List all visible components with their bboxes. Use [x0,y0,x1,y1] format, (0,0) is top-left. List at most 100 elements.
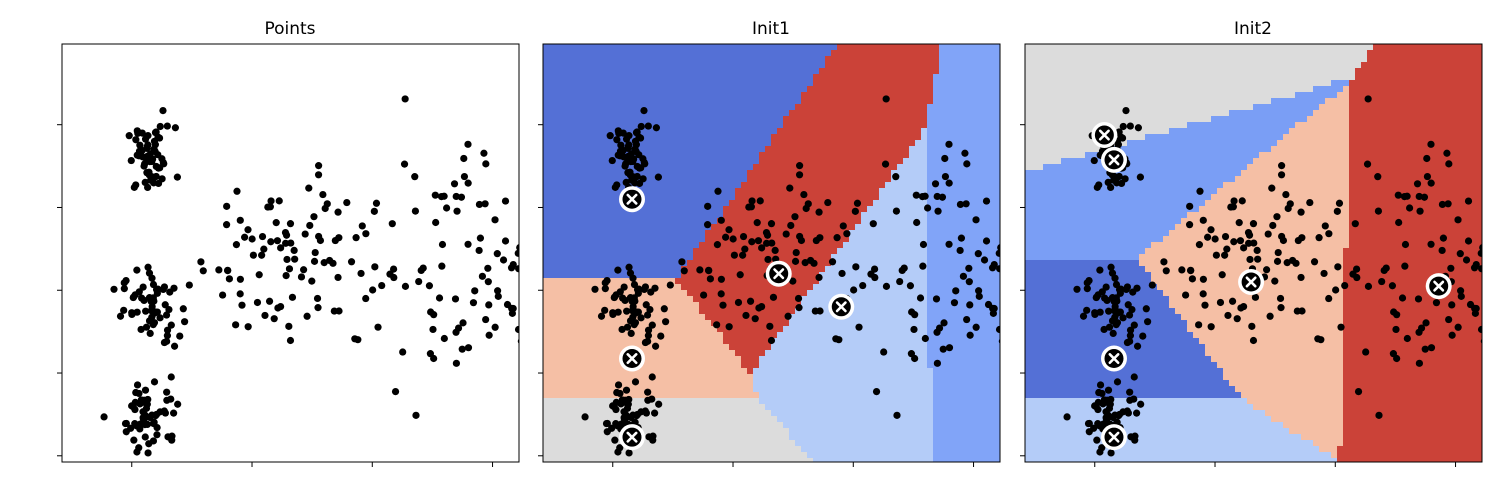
region-cell [795,386,802,393]
region-cell [675,284,682,291]
region-cell [567,380,574,387]
region-cell [873,428,880,435]
region-cell [813,422,820,429]
region-cell [717,140,724,147]
region-cell [633,212,640,219]
region-cell [783,296,790,303]
region-cell [735,368,742,375]
region-cell [891,110,898,117]
region-cell [783,344,790,351]
region-cell [837,68,844,75]
region-cell [801,254,808,261]
region-cell [705,398,712,405]
region-cell [903,56,910,63]
region-cell [651,110,658,117]
region-cell [849,68,856,75]
region-cell [825,134,832,141]
region-cell [771,392,778,399]
region-cell [795,212,802,219]
region-cell [747,380,754,387]
region-cell [825,80,832,87]
region-cell [795,374,802,381]
region-cell [561,158,568,165]
region-cell [627,218,634,225]
region-cell [771,128,778,135]
region-cell [717,374,724,381]
region-cell [897,374,904,381]
region-cell [561,398,568,405]
region-cell [603,152,610,159]
region-cell [861,272,868,279]
region-cell [705,116,712,123]
region-cell [819,362,826,369]
region-cell [831,74,838,81]
region-cell [915,110,922,117]
region-cell [627,242,634,249]
region-cell [765,128,772,135]
data-point [301,230,309,238]
region-cell [855,56,862,63]
region-cell [747,356,754,363]
region-cell [891,374,898,381]
region-cell [909,254,916,261]
region-cell [585,398,592,405]
region-cell [915,254,922,261]
region-cell [855,74,862,81]
region-cell [729,356,736,363]
region-cell [729,122,736,129]
region-cell [837,80,844,87]
region-cell [717,404,724,411]
region-cell [765,386,772,393]
region-cell [825,128,832,135]
region-cell [693,332,700,339]
region-cell [543,92,550,99]
region-cell [861,332,868,339]
region-cell [861,146,868,153]
region-cell [801,422,808,429]
region-cell [897,122,904,129]
region-cell [831,266,838,273]
region-cell [711,344,718,351]
region-cell [783,452,790,459]
region-cell [609,410,616,417]
region-cell [657,92,664,99]
data-point [176,332,184,340]
region-cell [777,92,784,99]
data-point [331,236,339,245]
region-cell [747,92,754,99]
region-cell [693,458,700,462]
region-cell [741,200,748,207]
data-point [156,314,164,322]
region-cell [573,278,580,285]
region-cell [747,326,754,333]
region-cell [705,146,712,153]
region-cell [741,122,748,129]
region-cell [645,368,652,375]
region-cell [891,104,898,111]
region-cell [699,338,706,345]
region-cell [795,152,802,159]
region-cell [645,188,652,195]
region-cell [543,410,550,417]
region-cell [723,434,730,441]
region-cell [813,182,820,189]
region-cell [633,62,640,69]
region-cell [813,404,820,411]
region-cell [567,410,574,417]
region-cell [729,278,736,285]
region-cell [915,140,922,147]
region-cell [573,122,580,129]
region-cell [837,158,844,165]
region-cell [693,380,700,387]
region-cell [657,224,664,231]
region-cell [855,158,862,165]
region-cell [765,50,772,57]
region-cell [591,392,598,399]
region-cell [915,170,922,177]
region-cell [711,428,718,435]
region-cell [687,344,694,351]
region-cell [861,446,868,453]
region-cell [891,380,898,387]
region-cell [681,272,688,279]
region-cell [831,152,838,159]
